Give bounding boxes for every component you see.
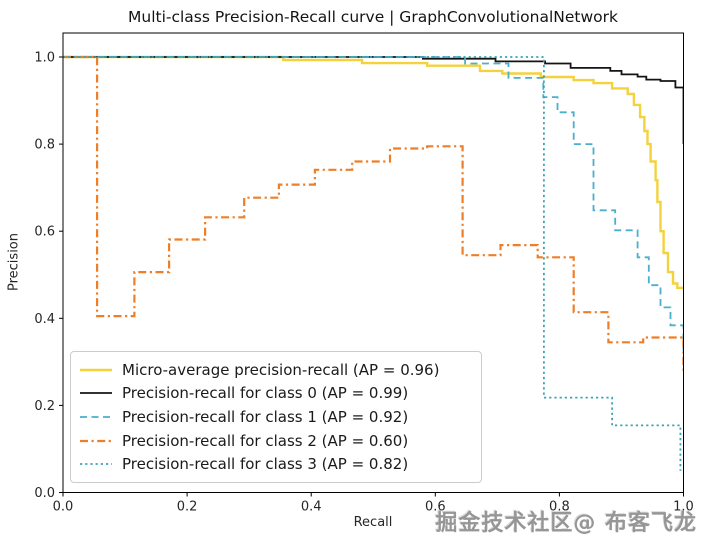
legend-item-class-1: Precision-recall for class 1 (AP = 0.92) xyxy=(79,405,473,429)
y-tick-label: 0.8 xyxy=(34,138,55,153)
legend-line-micro-average xyxy=(80,368,112,371)
legend-line-class-0 xyxy=(80,392,112,395)
chart-title: Multi-class Precision-Recall curve | Gra… xyxy=(128,8,618,26)
curve-series-0 xyxy=(63,55,684,289)
legend-item-class-2: Precision-recall for class 2 (AP = 0.60) xyxy=(79,429,473,453)
x-tick-label: 0.8 xyxy=(549,500,570,515)
legend-line-class-3 xyxy=(80,463,112,466)
legend-line-class-2 xyxy=(80,439,112,442)
y-tick-label: 1.0 xyxy=(34,51,55,66)
x-axis-label: Recall xyxy=(353,515,393,530)
legend-item-class-3: Precision-recall for class 3 (AP = 0.82) xyxy=(79,452,473,476)
curve-series-1 xyxy=(63,56,684,145)
y-tick-label: 0.4 xyxy=(34,312,55,327)
plot-border xyxy=(62,32,684,493)
curve-series-2 xyxy=(63,56,684,351)
y-tick-label: 0.6 xyxy=(34,225,55,240)
watermark-text: 掘金技术社区@ 布客飞龙 xyxy=(435,511,697,536)
x-tick-label: 0.4 xyxy=(301,500,322,515)
x-tick-label: 0.2 xyxy=(177,500,198,515)
x-tick-label: 1.0 xyxy=(673,500,694,515)
x-tick-label: 0.0 xyxy=(53,500,74,515)
y-tick-label: 0.0 xyxy=(34,486,55,501)
legend-label: Precision-recall for class 0 (AP = 0.99) xyxy=(122,384,409,403)
legend-label: Precision-recall for class 1 (AP = 0.92) xyxy=(122,407,409,426)
curve-series-3 xyxy=(63,55,684,371)
legend-label: Precision-recall for class 3 (AP = 0.82) xyxy=(122,455,409,474)
legend-item-class-0: Precision-recall for class 0 (AP = 0.99) xyxy=(79,382,473,406)
legend-label: Precision-recall for class 2 (AP = 0.60) xyxy=(122,431,409,450)
legend-label: Micro-average precision-recall (AP = 0.9… xyxy=(122,360,440,379)
legend: Micro-average precision-recall (AP = 0.9… xyxy=(70,351,482,483)
y-tick-label: 0.2 xyxy=(34,399,55,414)
y-axis-label: Precision xyxy=(6,232,22,292)
x-tick-label: 0.6 xyxy=(425,500,446,515)
legend-item-micro-average: Micro-average precision-recall (AP = 0.9… xyxy=(79,358,473,382)
legend-line-class-1 xyxy=(80,416,112,418)
curve-series-4 xyxy=(63,56,682,471)
